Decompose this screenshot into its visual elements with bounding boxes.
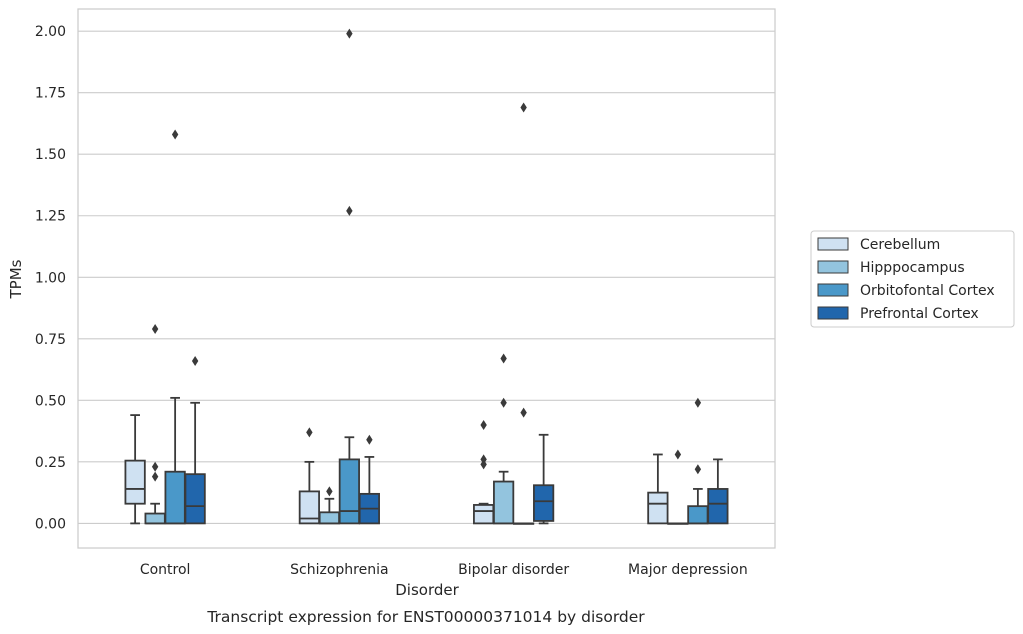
outlier-point (480, 454, 487, 465)
legend-item: Prefrontal Cortex (817, 306, 979, 322)
boxplot (647, 453, 669, 525)
x-tick-label: Bipolar disorder (458, 562, 569, 578)
x-axis-title: Disorder (395, 581, 459, 599)
legend-swatch (817, 283, 849, 297)
boxplot (533, 433, 555, 525)
box (707, 488, 729, 525)
boxplot (124, 414, 146, 525)
outlier-point (366, 434, 373, 445)
box (533, 484, 555, 522)
outlier-point (171, 129, 179, 140)
legend-item: Cerebellum (817, 237, 940, 253)
outlier-point (674, 449, 682, 460)
boxplot (513, 102, 535, 525)
y-tick-label: 1.75 (35, 86, 66, 102)
box (647, 491, 669, 525)
x-tick-label: Control (140, 562, 191, 578)
y-tick-label: 0.50 (35, 393, 66, 409)
box (184, 473, 206, 525)
box (298, 490, 320, 525)
y-tick-label: 1.00 (35, 270, 66, 286)
box (473, 504, 495, 525)
y-axis-ticks: 0.00 0.25 0.50 0.75 1.00 1.25 1.50 1.75 2.00 (35, 24, 66, 532)
outlier-point (694, 397, 702, 408)
legend-frame (810, 230, 1015, 328)
outlier-point (480, 419, 487, 430)
y-tick-label: 1.25 (35, 209, 66, 225)
legend-label: Cerebellum (860, 237, 940, 253)
legend-item: Orbitofontal Cortex (817, 283, 995, 299)
boxplot (687, 397, 709, 525)
y-tick-label: 2.00 (35, 24, 66, 40)
outlier-point (151, 323, 159, 334)
legend-label: Hipppocampus (860, 260, 965, 276)
outlier-point (520, 102, 527, 113)
boxplots (124, 28, 729, 525)
outlier-point (151, 461, 159, 472)
legend-label: Prefrontal Cortex (860, 306, 979, 322)
y-tick-label: 1.50 (35, 147, 66, 163)
boxplot (667, 449, 689, 525)
legend-swatch (817, 260, 849, 274)
outlier-point (346, 205, 353, 216)
outlier-point (500, 353, 507, 364)
boxplot (144, 323, 166, 525)
legend-swatch (817, 237, 849, 251)
y-tick-label: 0.25 (35, 455, 66, 471)
x-tick-label: Schizophrenia (290, 562, 388, 578)
boxplot (164, 129, 186, 525)
boxplot (358, 434, 380, 525)
x-tick-label: Major depression (628, 562, 748, 578)
outlier-point (346, 28, 353, 39)
outlier-point (500, 397, 507, 408)
boxplot (493, 353, 515, 525)
legend-label: Orbitofontal Cortex (860, 283, 995, 299)
box (318, 511, 340, 525)
y-tick-label: 0.75 (35, 332, 66, 348)
y-axis-title: TPMs (7, 259, 25, 299)
boxplot (473, 419, 495, 525)
x-axis-ticks: Control Schizophrenia Bipolar disorder Majo… (140, 562, 748, 578)
boxplot (184, 355, 206, 525)
outlier-point (694, 464, 702, 475)
grid-lines (78, 30, 775, 524)
outlier-point (191, 355, 199, 366)
chart-caption: Transcript expression for ENST0000037101… (206, 608, 645, 626)
outlier-point (151, 471, 159, 482)
box (144, 512, 166, 525)
legend-swatch (817, 306, 849, 320)
legend: Cerebellum Hipppocampus Orbitofontal Corte… (810, 230, 1015, 328)
outlier-point (326, 486, 333, 497)
outlier-point (520, 407, 527, 418)
boxplot (338, 28, 360, 525)
box (338, 458, 360, 525)
plot-frame (77, 8, 776, 549)
boxplot (318, 486, 340, 525)
box (493, 480, 515, 525)
box (687, 505, 709, 525)
boxplot (298, 427, 320, 525)
outlier-point (306, 427, 313, 438)
y-tick-label: 0.00 (35, 516, 66, 532)
box (124, 459, 146, 505)
legend-item: Hipppocampus (817, 260, 965, 276)
boxplot (707, 458, 729, 525)
box (164, 470, 186, 525)
